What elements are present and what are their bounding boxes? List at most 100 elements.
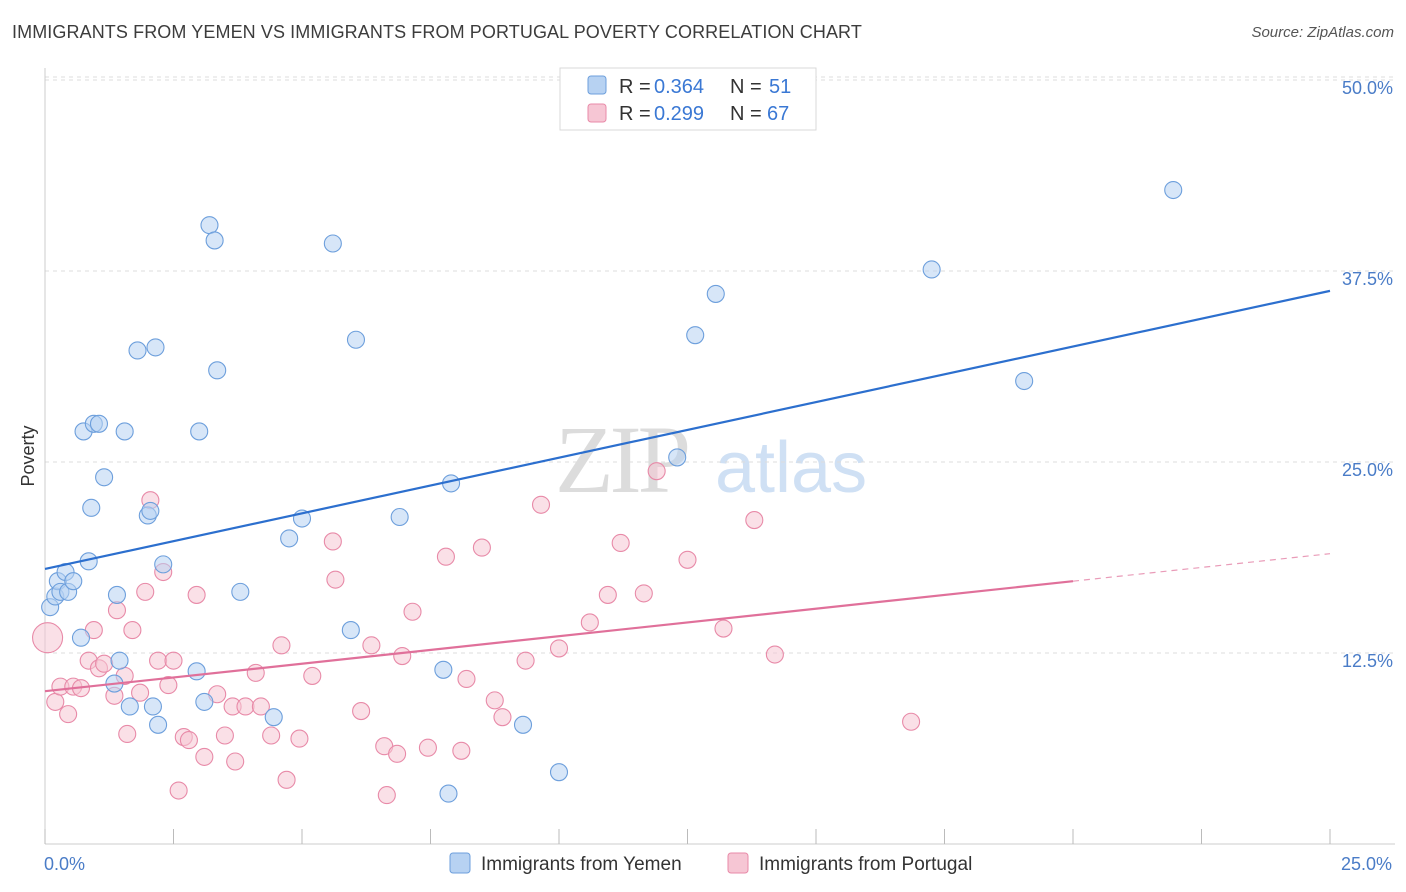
point-portugal [107,601,127,620]
y-tick-label: 50.0% [1342,78,1393,98]
point-yemen [208,361,227,380]
point-portugal [452,741,471,760]
point-portugal [611,533,630,553]
point-portugal [634,584,653,603]
legend-swatch-yemen [587,75,607,95]
point-yemen [195,692,214,711]
point-portugal [236,697,255,716]
series-portugal-points [32,462,921,805]
point-yemen [154,555,173,574]
point-yemen [107,585,127,604]
trend-line-portugal-extension [1072,553,1331,582]
legend-n-label-portugal: N = [730,103,762,125]
point-portugal [549,639,569,658]
point-portugal [418,738,437,757]
point-portugal [290,729,309,748]
point-yemen [200,216,219,235]
bottom-legend-swatch-portugal [727,852,749,874]
point-portugal [32,622,64,654]
bottom-legend-swatch-yemen [449,852,471,874]
bottom-legend: Immigrants from Yemen Immigrants from Po… [449,852,972,875]
gridlines [45,76,1395,654]
legend: R = 0.364 N = 51 R = 0.299 N = 67 [559,67,817,131]
point-yemen [71,628,91,647]
trend-line-yemen [44,289,1331,571]
point-portugal [251,697,270,716]
y-tick-label: 37.5% [1342,269,1393,289]
y-tick-label: 25.0% [1342,460,1393,480]
point-yemen [110,651,129,670]
point-portugal [436,547,455,566]
point-portugal [531,495,551,514]
point-portugal [323,532,342,551]
point-yemen [346,330,366,349]
point-portugal [95,654,114,673]
y-tick-label: 12.5% [1342,651,1393,671]
legend-n-value-portugal: 67 [767,103,789,125]
legend-r-label-portugal: R = [619,103,651,125]
point-yemen [64,572,83,591]
bottom-legend-label-yemen: Immigrants from Yemen [481,854,682,875]
point-portugal [745,511,764,530]
point-portugal [277,770,296,789]
point-portugal [647,462,666,481]
y-axis-label: Poverty [18,425,38,486]
point-portugal [678,550,697,569]
point-portugal [493,708,512,727]
point-yemen [89,414,109,433]
legend-n-value-yemen: 51 [769,76,791,98]
point-portugal [377,786,396,805]
legend-n-label-yemen: N = [730,76,762,98]
point-yemen [264,708,283,727]
point-yemen [149,715,168,734]
point-portugal [272,636,291,655]
point-yemen [341,621,360,640]
point-yemen [922,260,941,279]
point-portugal [326,570,345,589]
point-yemen [390,507,409,527]
point-portugal [46,692,65,711]
y-tick-labels: 12.5% 25.0% 37.5% 50.0% [1342,78,1393,671]
point-portugal [123,621,142,640]
x-tick-label-min: 0.0% [44,854,85,874]
point-yemen [95,468,114,487]
point-portugal [485,691,504,710]
point-yemen [434,660,453,679]
point-yemen [141,501,160,520]
legend-r-value-yemen: 0.364 [654,76,704,98]
point-yemen [205,231,224,250]
source-label: Source: ZipAtlas.com [1251,24,1394,41]
point-portugal [902,712,921,731]
point-yemen [439,784,458,803]
chart-title: IMMIGRANTS FROM YEMEN VS IMMIGRANTS FROM… [12,22,862,42]
point-yemen [115,422,134,441]
point-portugal [187,585,206,604]
point-yemen [549,763,569,782]
point-portugal [215,726,234,745]
trend-lines [44,289,1331,693]
point-yemen [280,529,299,548]
point-yemen [513,715,533,734]
legend-swatch-portugal [587,103,607,123]
point-portugal [179,731,198,750]
point-portugal [136,582,155,601]
point-yemen [668,448,687,467]
point-portugal [598,585,617,604]
point-portugal [159,676,178,695]
point-yemen [120,697,139,716]
x-tick-label-max: 25.0% [1341,854,1392,874]
point-portugal [195,747,214,766]
point-yemen [146,338,165,357]
point-portugal [118,724,137,744]
series-yemen-points [41,180,1183,803]
point-yemen [323,234,342,253]
point-portugal [131,683,150,702]
point-yemen [82,498,101,517]
point-portugal [164,651,183,670]
point-portugal [472,538,491,557]
point-portugal [516,651,535,670]
point-portugal [765,645,784,664]
point-portugal [714,619,733,638]
point-portugal [393,647,412,666]
